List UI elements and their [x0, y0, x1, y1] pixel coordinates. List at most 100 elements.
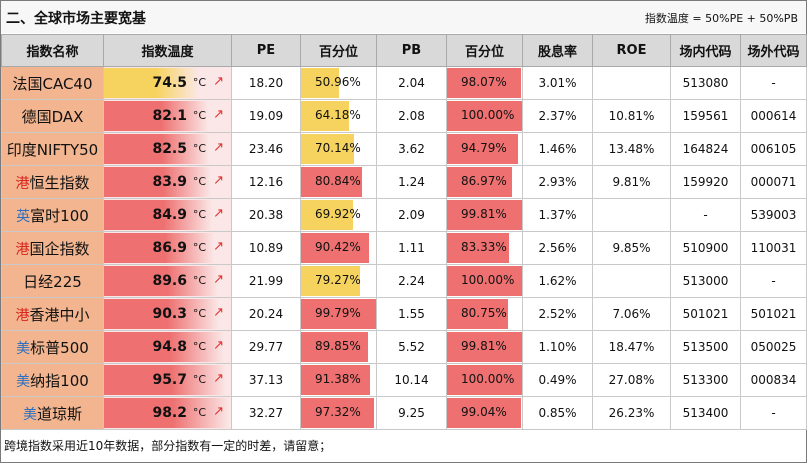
pe-percentile-value: 70.14% — [315, 141, 361, 155]
pb-percentile-cell: 99.81% — [446, 330, 523, 364]
trend-up-icon: ↗ — [213, 239, 224, 254]
index-name: 印度NIFTY50 — [6, 140, 99, 159]
pb-percentile-cell: 98.07% — [446, 66, 523, 100]
pe-value: 32.27 — [231, 396, 301, 430]
roe-value: 26.23% — [592, 396, 671, 430]
pe-percentile-cell: 91.38% — [300, 363, 377, 397]
pe-percentile-cell: 69.92% — [300, 198, 377, 232]
pe-value: 37.13 — [231, 363, 301, 397]
otc-code-value: 501021 — [740, 297, 807, 331]
pe-percentile-bar — [301, 266, 361, 296]
pb-percentile-cell: 86.97% — [446, 165, 523, 199]
pe-percentile-cell: 79.27% — [300, 264, 377, 298]
exchange-code-value: 513400 — [670, 396, 741, 430]
temperature-bar — [104, 233, 215, 263]
title-bar: 二、全球市场主要宽基 指数温度 = 50%PE + 50%PB — [1, 1, 806, 33]
dividend-yield-value: 1.62% — [522, 264, 593, 298]
exchange-code-value: 513000 — [670, 264, 741, 298]
pb-percentile-cell: 100.00% — [446, 264, 523, 298]
exchange-code-value: - — [670, 198, 741, 232]
section-title: 二、全球市场主要宽基 — [6, 11, 146, 27]
otc-code-value: 000614 — [740, 99, 807, 133]
trend-up-icon: ↗ — [213, 74, 224, 89]
temperature-unit: °C — [192, 406, 206, 419]
index-name-cell: 美纳指100 — [1, 363, 104, 397]
header-row: 指数名称 指数温度 PE 百分位 PB 百分位 股息率 ROE 场内代码 场外代… — [1, 34, 807, 67]
temperature-unit: °C — [192, 175, 206, 188]
index-name: 标普500 — [30, 338, 89, 357]
index-name: 富时100 — [30, 206, 89, 225]
pe-percentile-bar — [301, 134, 354, 164]
temperature-value: 84.9 — [152, 207, 187, 223]
temperature-bar — [104, 167, 211, 197]
pe-percentile-bar — [301, 200, 354, 230]
index-name-cell: 美标普500 — [1, 330, 104, 364]
pe-value: 21.99 — [231, 264, 301, 298]
header-roe: ROE — [592, 34, 671, 67]
otc-code-value: 539003 — [740, 198, 807, 232]
pe-percentile-cell: 64.18% — [300, 99, 377, 133]
index-name-cell: 港香港中小 — [1, 297, 104, 331]
header-pe-percentile: 百分位 — [300, 34, 377, 67]
pb-value: 2.24 — [376, 264, 447, 298]
pb-percentile-bar — [447, 200, 522, 230]
index-name-cell: 德国DAX — [1, 99, 104, 133]
market-tag: 港 — [15, 241, 30, 258]
index-name-cell: 港国企指数 — [1, 231, 104, 265]
pb-percentile-cell: 99.81% — [446, 198, 523, 232]
dividend-yield-value: 3.01% — [522, 66, 593, 100]
pb-value: 1.11 — [376, 231, 447, 265]
temperature-cell: 95.7 °C ↗ — [103, 363, 232, 397]
pb-percentile-bar — [447, 398, 522, 428]
temperature-unit: °C — [192, 76, 206, 89]
temperature-unit: °C — [192, 340, 206, 353]
pe-value: 12.16 — [231, 165, 301, 199]
pb-percentile-bar — [447, 134, 519, 164]
header-pb-percentile: 百分位 — [446, 34, 523, 67]
pb-percentile-bar — [447, 332, 522, 362]
pe-value: 19.09 — [231, 99, 301, 133]
pe-percentile-bar — [301, 365, 370, 395]
temperature-cell: 98.2 °C ↗ — [103, 396, 232, 430]
table-row: 法国CAC40 74.5 °C ↗ 18.20 50.96% 2.04 98.07% 3.01%… — [1, 66, 807, 100]
index-name-cell: 英富时100 — [1, 198, 104, 232]
temperature-cell: 84.9 °C ↗ — [103, 198, 232, 232]
pb-percentile-value: 100.00% — [461, 108, 515, 122]
global-index-table: 指数名称 指数温度 PE 百分位 PB 百分位 股息率 ROE 场内代码 场外代… — [1, 34, 807, 430]
temperature-unit: °C — [192, 373, 206, 386]
pe-value: 20.38 — [231, 198, 301, 232]
pb-value: 9.25 — [376, 396, 447, 430]
otc-code-value: - — [740, 264, 807, 298]
roe-value: 9.81% — [592, 165, 671, 199]
pe-percentile-bar — [301, 398, 374, 428]
trend-up-icon: ↗ — [213, 140, 224, 155]
pb-value: 1.55 — [376, 297, 447, 331]
index-name: 纳指100 — [30, 371, 89, 390]
pe-percentile-cell: 90.42% — [300, 231, 377, 265]
temperature-unit: °C — [192, 241, 206, 254]
pe-value: 10.89 — [231, 231, 301, 265]
pb-value: 2.08 — [376, 99, 447, 133]
trend-up-icon: ↗ — [213, 371, 224, 386]
market-tag: 美 — [22, 406, 37, 423]
pe-value: 18.20 — [231, 66, 301, 100]
roe-value — [592, 198, 671, 232]
temperature-cell: 82.5 °C ↗ — [103, 132, 232, 166]
temperature-unit: °C — [192, 208, 206, 221]
header-exchange-code: 场内代码 — [670, 34, 741, 67]
temperature-bar — [104, 266, 218, 296]
pb-percentile-bar — [447, 68, 521, 98]
index-name: 德国DAX — [21, 107, 84, 126]
roe-value: 13.48% — [592, 132, 671, 166]
header-index-name: 指数名称 — [1, 34, 104, 67]
index-name: 日经225 — [23, 272, 82, 291]
dividend-yield-value: 2.93% — [522, 165, 593, 199]
index-name: 香港中小 — [29, 305, 90, 324]
pb-percentile-value: 99.04% — [461, 405, 507, 419]
pe-percentile-cell: 97.32% — [300, 396, 377, 430]
table-row: 港香港中小 90.3 °C ↗ 20.24 99.79% 1.55 80.75% 2.52% 7.… — [1, 297, 807, 331]
otc-code-value: 006105 — [740, 132, 807, 166]
index-name-cell: 日经225 — [1, 264, 104, 298]
pb-percentile-cell: 80.75% — [446, 297, 523, 331]
header-pb: PB — [376, 34, 447, 67]
